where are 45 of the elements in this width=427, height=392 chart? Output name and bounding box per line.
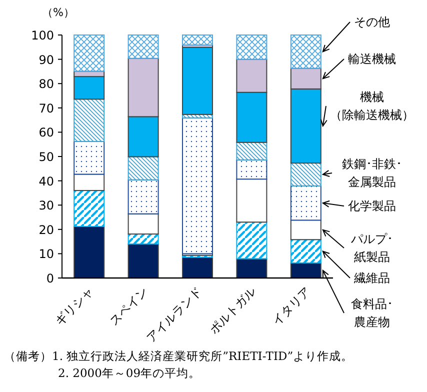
bar (74, 226, 105, 278)
bar (290, 239, 322, 264)
bar (128, 34, 159, 59)
bar (182, 256, 213, 278)
y-tick-label: 90 (38, 52, 54, 67)
bar (290, 185, 322, 221)
y-tick-label: 10 (38, 247, 54, 262)
bar (74, 34, 105, 72)
bar (182, 34, 213, 46)
bar (128, 243, 159, 278)
bar (128, 234, 159, 244)
bar (128, 156, 159, 180)
y-tick-label: 0 (46, 272, 54, 286)
text: （備考）1. 独立行政法人経済産業研究所”RIETI-TID”より作成。 (4, 349, 354, 363)
bar (74, 190, 105, 227)
y-tick-label: 20 (38, 222, 54, 237)
y-tick-label: 30 (38, 198, 54, 213)
bar (182, 117, 213, 254)
bar (74, 140, 105, 175)
x-tick-label: ギリシャ (52, 284, 96, 328)
y-axis-title: （%） (42, 6, 74, 19)
bar (236, 34, 268, 60)
bar (74, 98, 105, 142)
bar (290, 220, 322, 240)
text: 2. 2000年～09年の平均。 (58, 366, 201, 380)
bar (236, 222, 268, 260)
bar (128, 179, 159, 214)
bar (290, 162, 322, 186)
series-label: 機械（除輸送機械） (330, 90, 414, 122)
bar (236, 178, 268, 223)
x-tick-label: ポルトガル (206, 284, 259, 337)
bar (74, 174, 105, 192)
y-tick-label: 50 (38, 150, 54, 164)
y-tick-label: 70 (38, 101, 54, 116)
y-tick-label: 100 (31, 28, 54, 42)
bar (182, 46, 213, 115)
bar (128, 213, 159, 235)
bar (290, 34, 322, 69)
x-tick-label: イタリア (269, 284, 314, 328)
y-tick-label: 60 (38, 126, 54, 140)
bar (236, 142, 268, 160)
bar (236, 159, 268, 180)
y-tick-label: 80 (38, 77, 54, 92)
y-tick-label: 40 (38, 174, 54, 188)
series-label: 鉄鋼･非鉄･金属製品 (342, 157, 402, 189)
